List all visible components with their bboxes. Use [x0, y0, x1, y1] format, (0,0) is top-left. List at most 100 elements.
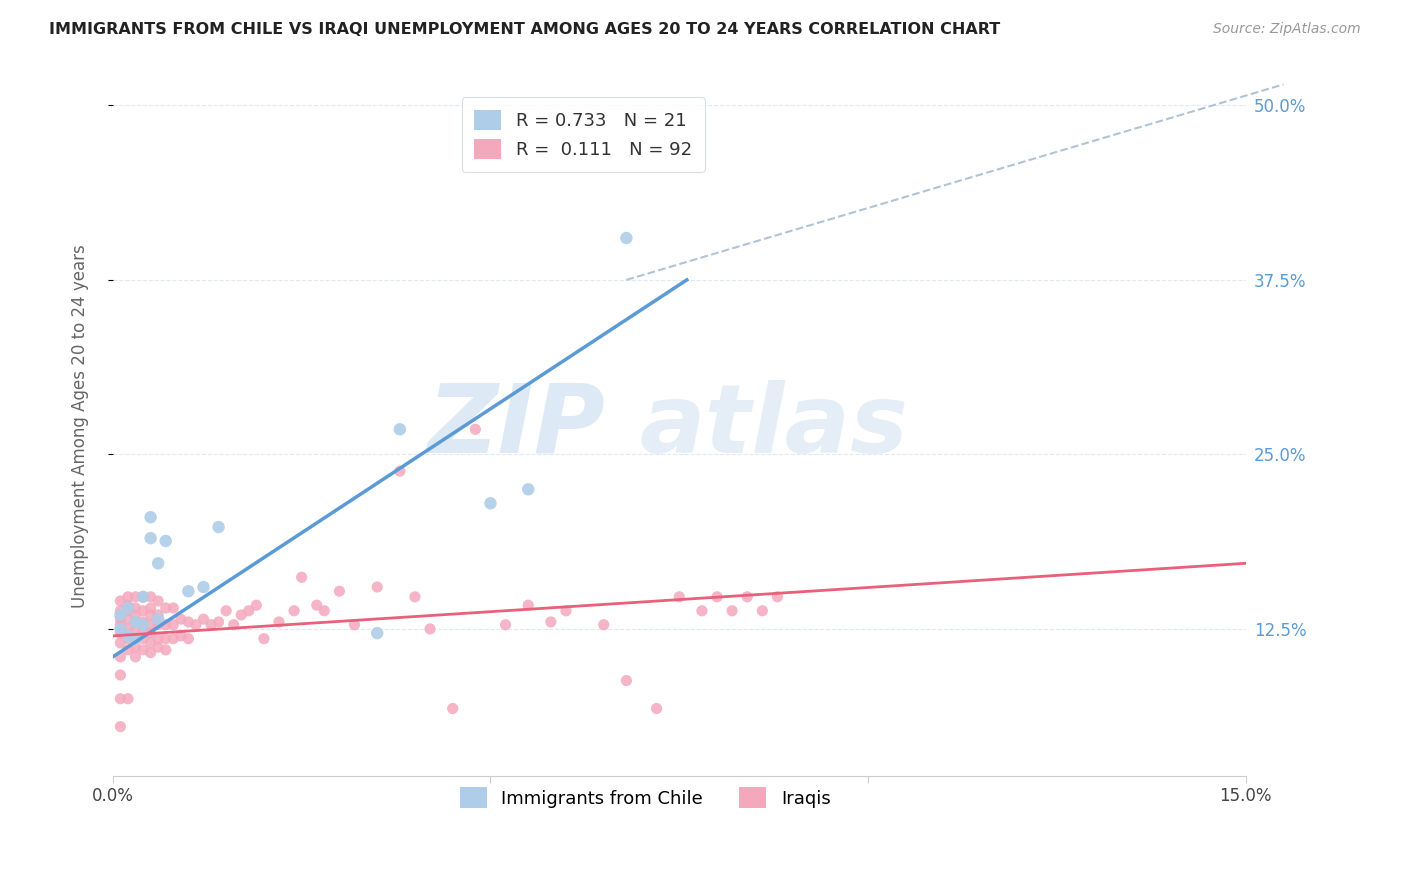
Point [146, 607, 169, 622]
Point [117, 691, 139, 706]
Point [690, 604, 713, 618]
Point [117, 632, 139, 646]
Point [132, 617, 155, 632]
Point [343, 617, 366, 632]
Text: IMMIGRANTS FROM CHILE VS IRAQI UNEMPLOYMENT AMONG AGES 20 TO 24 YEARS CORRELATIO: IMMIGRANTS FROM CHILE VS IRAQI UNEMPLOYM… [49, 22, 1001, 37]
Point [124, 649, 146, 664]
Y-axis label: Unemployment Among Ages 20 to 24 years: Unemployment Among Ages 20 to 24 years [72, 244, 89, 608]
Point [117, 622, 139, 636]
Point [207, 520, 229, 534]
Point [117, 598, 139, 612]
Point [193, 580, 215, 594]
Point [283, 604, 305, 618]
Point [328, 584, 350, 599]
Point [110, 691, 132, 706]
Point [124, 615, 146, 629]
Point [238, 604, 260, 618]
Point [645, 701, 668, 715]
Point [253, 632, 276, 646]
Point [388, 422, 411, 436]
Point [117, 643, 139, 657]
Point [495, 617, 517, 632]
Point [132, 604, 155, 618]
Point [117, 612, 139, 626]
Point [721, 604, 744, 618]
Point [132, 590, 155, 604]
Point [155, 601, 177, 615]
Point [366, 580, 388, 594]
Point [117, 590, 139, 604]
Point [162, 617, 184, 632]
Point [616, 231, 638, 245]
Point [124, 615, 146, 629]
Point [404, 590, 426, 604]
Point [231, 607, 253, 622]
Point [170, 629, 193, 643]
Point [162, 601, 184, 615]
Point [155, 632, 177, 646]
Point [146, 594, 169, 608]
Point [110, 622, 132, 636]
Point [124, 632, 146, 646]
Point [155, 617, 177, 632]
Point [177, 584, 200, 599]
Point [706, 590, 728, 604]
Point [124, 622, 146, 636]
Point [540, 615, 562, 629]
Point [139, 646, 162, 660]
Point [517, 483, 540, 497]
Point [132, 622, 155, 636]
Point [110, 617, 132, 632]
Point [193, 612, 215, 626]
Point [207, 615, 229, 629]
Point [170, 612, 193, 626]
Point [139, 590, 162, 604]
Point [162, 632, 184, 646]
Point [479, 496, 502, 510]
Point [124, 640, 146, 654]
Point [110, 607, 132, 622]
Point [139, 601, 162, 615]
Point [184, 617, 207, 632]
Point [146, 617, 169, 632]
Point [132, 590, 155, 604]
Point [124, 632, 146, 646]
Point [155, 533, 177, 548]
Point [366, 626, 388, 640]
Point [110, 720, 132, 734]
Point [177, 615, 200, 629]
Point [117, 604, 139, 618]
Point [139, 617, 162, 632]
Point [291, 570, 314, 584]
Point [139, 636, 162, 650]
Point [766, 590, 789, 604]
Point [139, 531, 162, 545]
Point [464, 422, 486, 436]
Point [616, 673, 638, 688]
Text: Source: ZipAtlas.com: Source: ZipAtlas.com [1213, 22, 1361, 37]
Point [110, 612, 132, 626]
Point [110, 649, 132, 664]
Point [155, 643, 177, 657]
Point [267, 615, 290, 629]
Point [139, 510, 162, 524]
Point [139, 607, 162, 622]
Point [177, 632, 200, 646]
Point [117, 601, 139, 615]
Point [124, 607, 146, 622]
Text: ZIP: ZIP [427, 380, 606, 473]
Point [110, 604, 132, 618]
Point [146, 640, 169, 654]
Point [388, 464, 411, 478]
Point [555, 604, 578, 618]
Point [245, 598, 267, 612]
Text: atlas: atlas [640, 380, 908, 473]
Legend: Immigrants from Chile, Iraqis: Immigrants from Chile, Iraqis [453, 780, 838, 815]
Point [132, 643, 155, 657]
Point [110, 668, 132, 682]
Point [735, 590, 758, 604]
Point [668, 590, 690, 604]
Point [215, 604, 238, 618]
Point [117, 629, 139, 643]
Point [441, 701, 464, 715]
